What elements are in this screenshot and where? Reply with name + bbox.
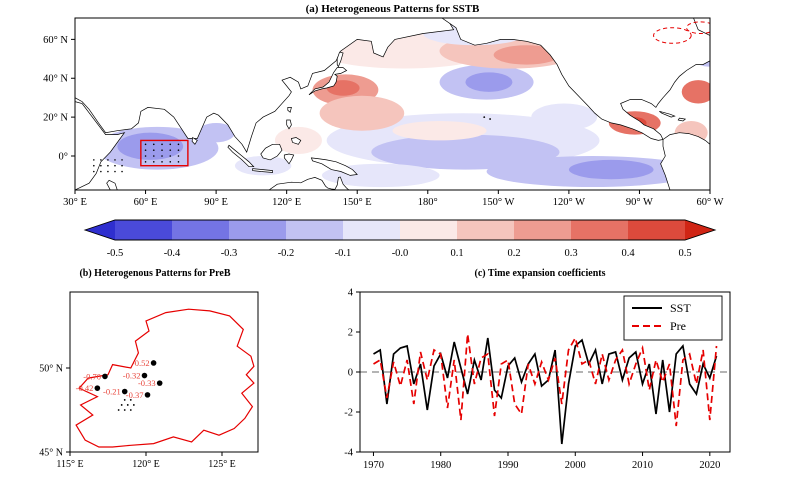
panel-a-y-tick: 60° N — [43, 35, 68, 46]
panel-c-x-tick: 2020 — [699, 460, 720, 471]
station-dot — [102, 373, 108, 380]
station-value-label: -0.37 — [126, 390, 144, 400]
panel-a-y-tick: 40° N — [43, 74, 68, 85]
panel-c-y-tick: 0 — [348, 368, 353, 379]
panel-b-frame — [69, 291, 259, 453]
station-value-label: -0.32 — [123, 371, 141, 381]
dashed-contour — [653, 27, 692, 44]
panel-a-x-tick: 90° E — [204, 197, 228, 208]
station-dot — [121, 388, 128, 395]
legend-label-pre: Pre — [670, 319, 686, 333]
series-sst — [373, 337, 718, 445]
colorbar-tick: -0.1 — [335, 248, 352, 259]
colorbar-tick: -0.4 — [164, 248, 181, 259]
panel-b-x-tick: 125° E — [208, 459, 236, 470]
legend: SST Pre — [623, 295, 723, 341]
panel-a-x-tick: 30° E — [63, 197, 87, 208]
colorbar-tick: 0.3 — [564, 248, 577, 259]
colorbar-tick: 0.5 — [678, 248, 691, 259]
station-value-label: -0.70 — [83, 371, 101, 381]
panel-c-x-tick: 1980 — [430, 460, 451, 471]
dashed-contour — [685, 21, 710, 35]
panel-a-x-tick: 150° W — [482, 197, 514, 208]
station-dot — [141, 372, 148, 379]
panel-a-x-tick: 150° E — [343, 197, 372, 208]
highlight-region-box — [140, 139, 189, 167]
panel-c-y-tick: 4 — [348, 288, 354, 299]
panel-c-x-tick: 1990 — [497, 460, 518, 471]
panel-a-x-tick: 180° — [418, 197, 438, 208]
panel-a-title: (a) Heterogeneous Patterns for SSTB — [305, 3, 480, 15]
panel-c-title: (c) Time expansion coefficients — [474, 268, 606, 279]
station-dot — [150, 360, 157, 366]
significance-stippling — [93, 143, 180, 173]
panel-a-x-tick: 90° W — [626, 197, 653, 208]
panel-c-x-tick: 2000 — [565, 460, 586, 471]
panel-b-map: -0.52 -0.70 -0.32-0.33 -0.42 -0.21 -0.37 115° … — [39, 291, 259, 470]
station-dot — [156, 380, 163, 386]
panel-a-frame — [74, 17, 711, 191]
panel-c-y-tick: -4 — [344, 448, 353, 459]
station-dot — [144, 392, 151, 398]
colorbar-tick: 0.2 — [507, 248, 520, 259]
panel-a-y-tick: 0° — [59, 151, 68, 162]
panel-a-x-tick: 60° W — [696, 197, 723, 208]
colorbar-tick: -0.5 — [107, 248, 124, 259]
panel-a-x-tick: 60° E — [134, 197, 158, 208]
china-region-outline — [75, 308, 255, 448]
panel-a-x-tick: 120° E — [272, 197, 301, 208]
panel-c-y-tick: 2 — [348, 328, 353, 339]
colorbar-tick: -0.0 — [392, 248, 409, 259]
colorbar-tick: 0.1 — [450, 248, 463, 259]
station-value-label: -0.33 — [138, 378, 156, 388]
colorbar-tick: -0.2 — [278, 248, 295, 259]
sst-anomaly-field — [75, 18, 710, 190]
panel-b-y-tick: 45° N — [39, 448, 63, 459]
station-dot — [94, 385, 101, 391]
panel-a-map: 30° E 60° E 90° E 120° E 150° E 180° 150° W 120… — [43, 17, 724, 208]
station-value-label: -0.42 — [76, 383, 94, 393]
panel-b-title: (b) Heterogenous Patterns for PreB — [79, 268, 231, 279]
colorbar: -0.5 -0.4 -0.3 -0.2 -0.1 -0.0 0.1 0.2 0.3 0.4 0.5 — [83, 219, 717, 259]
station-value-label: -0.21 — [103, 387, 121, 397]
colorbar-tick: -0.3 — [221, 248, 238, 259]
panel-a-x-tick: 120° W — [553, 197, 585, 208]
panel-a-y-tick: 20° N — [43, 113, 68, 124]
colorbar-tick: 0.4 — [621, 248, 635, 259]
panel-c-y-tick: -2 — [344, 408, 353, 419]
panel-b-x-tick: 115° E — [56, 459, 83, 470]
series-pre — [373, 333, 718, 427]
colorbar-left-arrow — [85, 220, 115, 240]
panel-b-y-tick: 50° N — [39, 364, 63, 375]
panel-c-x-tick: 1970 — [363, 460, 384, 471]
continents-outline — [75, 18, 710, 190]
legend-label-sst: SST — [670, 301, 691, 315]
panel-c-chart: 1970 1980 1990 2000 2010 2020 -4 -2 0 2 4 SST Pre — [344, 288, 731, 471]
panel-b-x-tick: 120° E — [132, 459, 160, 470]
colorbar-right-arrow — [685, 220, 715, 240]
panel-c-x-tick: 2010 — [632, 460, 653, 471]
station-value-label: -0.52 — [132, 358, 150, 368]
